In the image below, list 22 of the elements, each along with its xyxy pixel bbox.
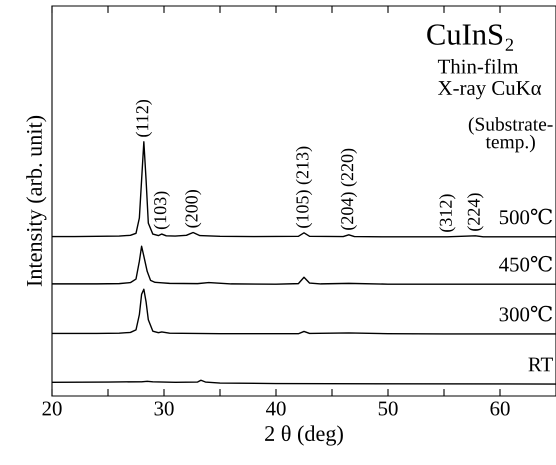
x-tick-label: 60 <box>490 401 510 416</box>
series-label: RT <box>528 358 553 372</box>
series-label: 300℃ <box>500 306 552 322</box>
annotation: (204) (220) <box>340 148 357 230</box>
x-tick-label: 20 <box>42 401 62 416</box>
x-tick-label: 50 <box>378 401 398 416</box>
series-label: 450℃ <box>499 256 552 272</box>
annotation: (Substrate- temp.) <box>468 117 553 152</box>
annotation: (105) (213) <box>296 146 312 228</box>
x-axis-title: 2 θ (deg) <box>265 425 343 446</box>
x-tick-label: 30 <box>154 401 174 416</box>
text: X-ray CuKα <box>438 81 542 100</box>
annotation: (103) <box>154 192 170 230</box>
y-axis-title: Intensity (arb. unit) <box>26 116 46 286</box>
annotation: (224) <box>467 193 484 231</box>
x-tick-label: 40 <box>266 401 286 416</box>
annotation: (200) <box>184 190 202 228</box>
text: CuInS₂ <box>427 24 514 51</box>
annotation: (112) <box>136 100 152 137</box>
annotation: (312) <box>439 194 456 232</box>
series-label: 500℃ <box>500 208 552 224</box>
text: Thin-film <box>438 58 518 74</box>
